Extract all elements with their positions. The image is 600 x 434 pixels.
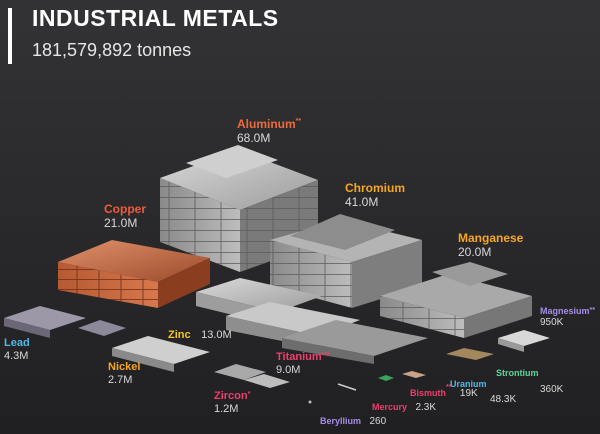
mercury-bar <box>337 383 357 391</box>
page-subtitle: 181,579,892 tonnes <box>32 40 192 60</box>
label-strontium: Strontium 360K <box>496 368 564 395</box>
label-copper: Copper 21.0M <box>104 202 146 230</box>
label-chromium: Chromium 41.0M <box>345 181 405 209</box>
page-title: INDUSTRIAL METALS <box>32 5 279 31</box>
label-zinc: Zinc 13.0M <box>168 329 232 341</box>
titanium-pile <box>282 320 428 364</box>
label-mercury: Mercury 2.3K <box>372 402 437 413</box>
copper-block-stack <box>58 240 210 308</box>
label-lead: Lead 4.3M <box>4 337 30 362</box>
label-manganese: Manganese 20.0M <box>458 231 524 259</box>
chromium-block-stack <box>270 214 422 308</box>
label-aluminum: Aluminum** 68.0M <box>237 117 302 145</box>
uranium-pile <box>378 375 394 381</box>
label-uranium: Uranium 48.3K <box>450 379 517 405</box>
manganese-block-stack <box>380 262 532 338</box>
label-titanium: Titanium*** 9.0M <box>276 351 330 376</box>
magnesium-block <box>498 330 550 352</box>
beryllium-dot <box>308 400 312 404</box>
strontium-pile <box>446 348 494 360</box>
bismuth-pile <box>402 371 426 378</box>
lead-pile <box>4 306 126 338</box>
zircon-pile <box>214 364 290 388</box>
label-beryllium: Beryllium 260 <box>320 416 387 427</box>
label-magnesium: Magnesium** 950K <box>540 306 595 328</box>
title-accent-bar <box>8 8 12 64</box>
label-nickel: Nickel 2.7M <box>108 361 141 386</box>
label-zircon: Zircon* 1.2M <box>214 390 251 415</box>
nickel-block-stack <box>112 336 210 372</box>
label-bismuth: Bismuth** 19K <box>410 384 478 399</box>
